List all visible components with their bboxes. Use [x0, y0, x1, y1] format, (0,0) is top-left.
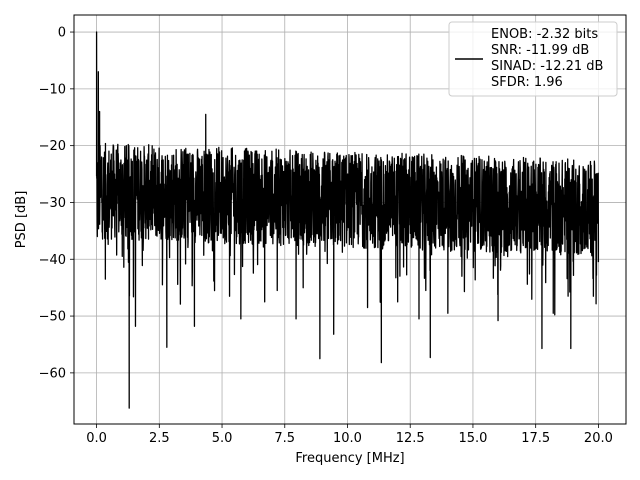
legend-box	[448, 21, 618, 97]
y-tick-label: −30	[39, 196, 66, 211]
legend-sfdr: SFDR: 1.96	[491, 75, 563, 90]
x-tick-label: 20.0	[584, 431, 613, 446]
x-tick-label: 5.0	[212, 431, 233, 446]
x-tick-label: 0.0	[86, 431, 107, 446]
y-tick-label: −60	[39, 366, 66, 381]
x-axis-label: Frequency [MHz]	[295, 451, 404, 466]
legend-snr: SNR: -11.99 dB	[491, 43, 589, 58]
x-tick-label: 17.5	[521, 431, 550, 446]
y-axis-label: PSD [dB]	[14, 191, 29, 249]
x-tick-label: 15.0	[458, 431, 487, 446]
y-tick-label: −40	[39, 253, 66, 268]
y-tick-label: −20	[39, 139, 66, 154]
legend-sinad: SINAD: -12.21 dB	[491, 59, 603, 74]
x-tick-label: 7.5	[274, 431, 295, 446]
psd-series-line	[95, 31, 600, 409]
x-tick-label: 12.5	[396, 431, 425, 446]
legend-enob: ENOB: -2.32 bits	[491, 27, 598, 42]
x-axis-ticks: 0.0 2.5 5.0 7.5 10.0 12.5 15.0 17.5 20.0	[86, 424, 613, 446]
y-tick-label: 0	[58, 26, 66, 41]
x-tick-label: 10.0	[333, 431, 362, 446]
y-axis-ticks: 0 −10 −20 −30 −40 −50 −60	[39, 26, 74, 381]
y-tick-label: −50	[39, 310, 66, 325]
series-layer	[95, 31, 600, 409]
plot-frame	[73, 14, 627, 425]
y-tick-label: −10	[39, 82, 66, 97]
legend: ENOB: -2.32 bits SNR: -11.99 dB SINAD: -…	[448, 21, 618, 97]
x-tick-label: 2.5	[149, 431, 170, 446]
